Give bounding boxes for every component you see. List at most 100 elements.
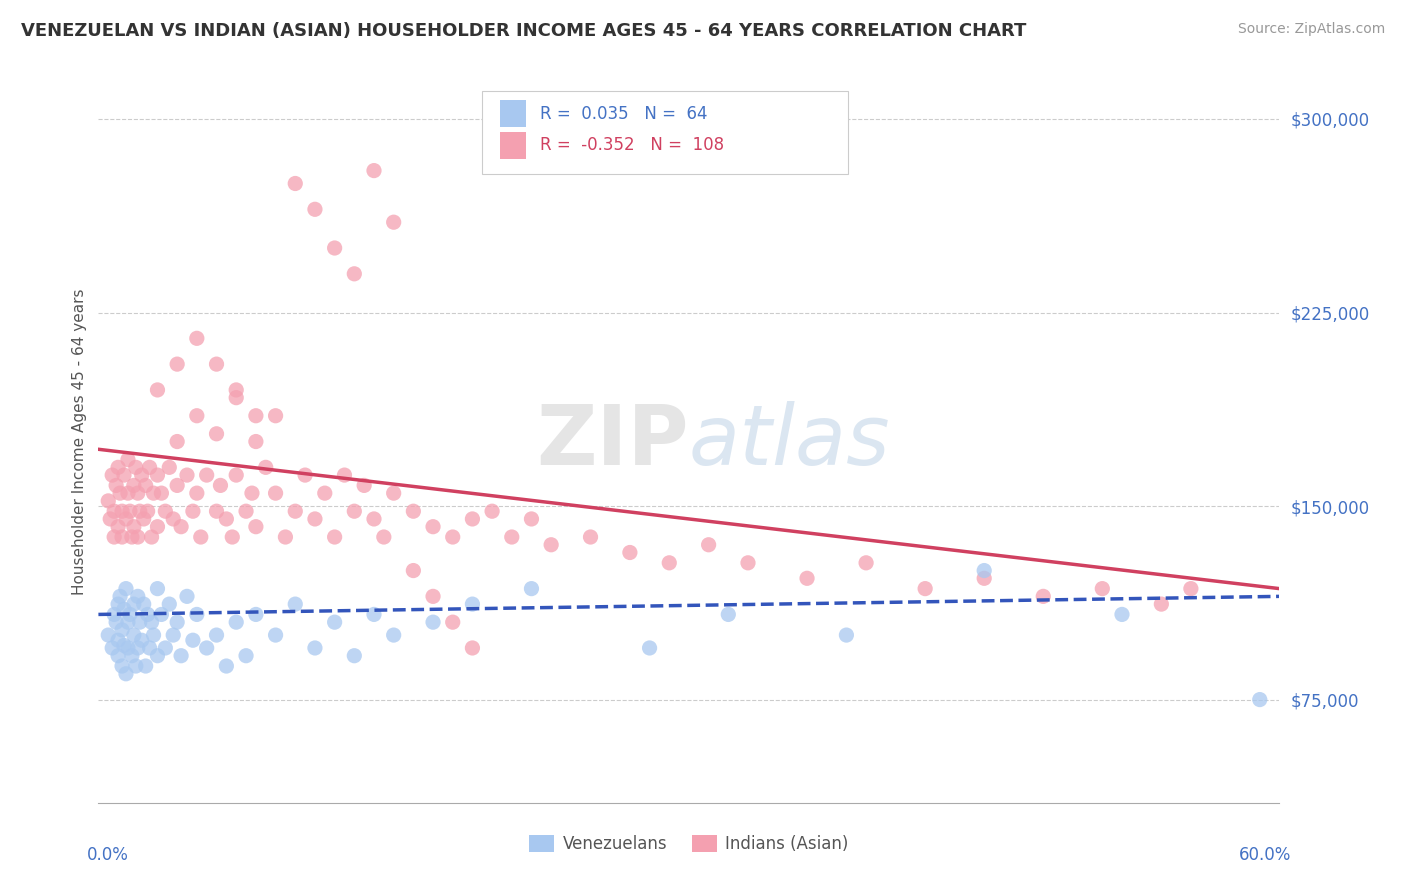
Point	[225, 383, 247, 397]
Point	[284, 177, 307, 191]
Point	[107, 519, 129, 533]
Point	[107, 648, 129, 663]
Point	[245, 434, 267, 449]
Point	[353, 478, 375, 492]
Point	[461, 597, 484, 611]
Point	[122, 519, 145, 533]
Text: 0.0%: 0.0%	[87, 847, 128, 864]
Point	[422, 590, 444, 604]
Point	[973, 564, 995, 578]
Point	[181, 633, 204, 648]
Point	[461, 640, 484, 655]
Point	[181, 504, 204, 518]
Point	[520, 582, 543, 596]
Point	[136, 504, 159, 518]
Point	[103, 530, 125, 544]
Point	[638, 640, 661, 655]
Point	[138, 460, 160, 475]
Point	[101, 468, 124, 483]
Point	[235, 504, 257, 518]
Point	[363, 607, 385, 622]
Point	[127, 590, 149, 604]
Point	[115, 582, 138, 596]
Point	[118, 504, 141, 518]
Point	[108, 590, 131, 604]
Point	[127, 640, 149, 655]
Point	[225, 615, 247, 630]
Point	[155, 504, 177, 518]
Point	[422, 519, 444, 533]
Bar	[501, 132, 526, 159]
Point	[157, 597, 180, 611]
Point	[245, 409, 267, 423]
Text: 60.0%: 60.0%	[1239, 847, 1291, 864]
Point	[323, 530, 346, 544]
Point	[157, 460, 180, 475]
Point	[373, 530, 395, 544]
Point	[284, 504, 307, 518]
Point	[125, 659, 148, 673]
Point	[112, 639, 135, 653]
Point	[382, 215, 405, 229]
Point	[1091, 582, 1114, 596]
Point	[186, 607, 208, 622]
Point	[122, 628, 145, 642]
Point	[323, 241, 346, 255]
Point	[111, 504, 134, 518]
Point	[103, 504, 125, 518]
Point	[107, 597, 129, 611]
Point	[190, 530, 212, 544]
Point	[166, 478, 188, 492]
Point	[121, 530, 143, 544]
Point	[382, 486, 405, 500]
Point	[108, 486, 131, 500]
Point	[135, 478, 157, 492]
Point	[274, 530, 297, 544]
Point	[245, 519, 267, 533]
Point	[150, 607, 173, 622]
Point	[245, 607, 267, 622]
Point	[264, 628, 287, 642]
Point	[441, 530, 464, 544]
Point	[98, 512, 121, 526]
Point	[402, 564, 425, 578]
Point	[146, 648, 169, 663]
Point	[142, 628, 165, 642]
Point	[835, 628, 858, 642]
Point	[264, 409, 287, 423]
Point	[343, 648, 366, 663]
Point	[186, 331, 208, 345]
Point	[737, 556, 759, 570]
Point	[205, 426, 228, 441]
Point	[117, 486, 139, 500]
FancyBboxPatch shape	[482, 91, 848, 174]
Point	[1249, 692, 1271, 706]
Point	[520, 512, 543, 526]
Point	[186, 486, 208, 500]
Point	[304, 202, 326, 217]
Point	[402, 504, 425, 518]
Point	[314, 486, 336, 500]
Point	[176, 590, 198, 604]
Point	[115, 666, 138, 681]
Point	[142, 486, 165, 500]
Bar	[501, 100, 526, 128]
Point	[304, 512, 326, 526]
Point	[146, 383, 169, 397]
Point	[240, 486, 263, 500]
Point	[136, 607, 159, 622]
Point	[225, 468, 247, 483]
Point	[150, 486, 173, 500]
Point	[127, 530, 149, 544]
Point	[264, 486, 287, 500]
Point	[323, 615, 346, 630]
Point	[461, 512, 484, 526]
Point	[1150, 597, 1173, 611]
Point	[162, 512, 184, 526]
Point	[131, 633, 153, 648]
Point	[112, 468, 135, 483]
Point	[135, 659, 157, 673]
Point	[343, 267, 366, 281]
Point	[441, 615, 464, 630]
Point	[382, 628, 405, 642]
